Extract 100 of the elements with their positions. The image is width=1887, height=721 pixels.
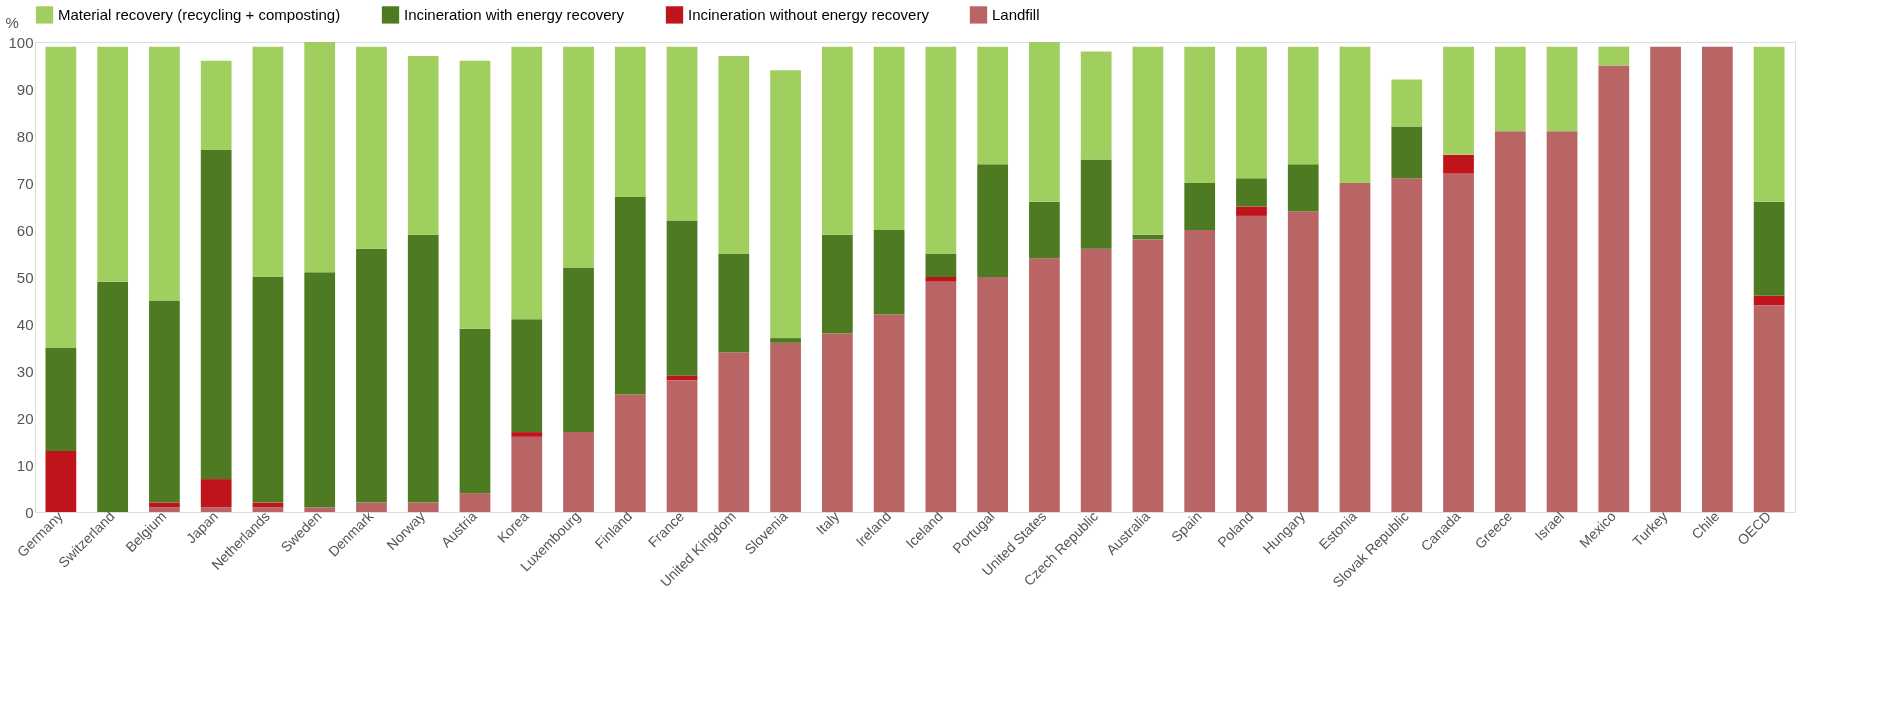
bar — [511, 436, 543, 512]
bar — [718, 56, 750, 254]
bar — [1494, 46, 1526, 132]
bar — [666, 380, 698, 512]
bar — [1236, 46, 1267, 179]
bar — [1029, 42, 1060, 202]
legend-label: Landfill — [992, 5, 1040, 23]
bar — [97, 46, 129, 282]
x-tick-label: Italy — [812, 508, 843, 538]
bar — [45, 347, 77, 451]
bar — [149, 507, 180, 512]
y-tick-label: 30 — [16, 362, 34, 380]
y-tick-label: 90 — [16, 80, 34, 98]
bar — [304, 272, 336, 508]
bar — [925, 253, 957, 277]
bar — [873, 46, 905, 230]
bar — [1546, 131, 1578, 512]
y-tick-label: 80 — [16, 127, 34, 145]
bar — [252, 46, 284, 277]
bar — [356, 502, 387, 512]
y-tick-label: 50 — [16, 268, 34, 286]
bar — [459, 493, 491, 512]
bar — [770, 70, 801, 339]
bar — [45, 450, 77, 512]
bar — [459, 60, 491, 329]
legend-label: Material recovery (recycling + composting) — [58, 5, 341, 23]
legend-label: Incineration without energy recovery — [688, 5, 930, 23]
bar — [977, 46, 1009, 165]
bar — [1598, 65, 1630, 512]
bar — [563, 46, 594, 268]
bar — [304, 507, 336, 512]
bar — [1236, 206, 1267, 216]
bar — [1339, 183, 1371, 512]
bar — [821, 46, 853, 235]
bar — [149, 300, 180, 503]
bar — [1753, 295, 1785, 306]
y-tick-label: 20 — [16, 409, 34, 427]
bar — [925, 46, 957, 254]
bar — [1650, 46, 1681, 512]
bar — [770, 338, 801, 343]
y-tick-label: 100 — [8, 33, 34, 51]
bar — [1029, 258, 1060, 512]
bar — [1287, 211, 1319, 512]
bar — [718, 352, 750, 512]
bar — [356, 248, 387, 503]
bar — [1391, 126, 1423, 179]
bar — [200, 479, 232, 508]
y-axis-title: % — [5, 13, 19, 31]
bar — [563, 267, 594, 433]
bar — [1494, 131, 1526, 512]
bar — [1287, 46, 1319, 165]
bar — [614, 394, 646, 512]
bar — [977, 164, 1009, 277]
bar — [200, 60, 232, 151]
bar — [45, 46, 77, 348]
bar — [511, 319, 543, 433]
bar — [563, 432, 594, 512]
bar — [1753, 201, 1785, 296]
bar — [873, 314, 905, 512]
bar — [511, 432, 543, 437]
bar — [407, 56, 439, 235]
bar — [1391, 79, 1423, 127]
bar — [511, 46, 543, 320]
bar — [304, 42, 336, 273]
bar — [1753, 46, 1785, 202]
y-tick-label: 40 — [16, 315, 34, 333]
bar — [1236, 178, 1267, 207]
bar — [666, 220, 698, 376]
bar — [356, 46, 387, 249]
bar — [614, 197, 646, 395]
bar — [1029, 201, 1060, 259]
bar — [770, 342, 801, 512]
bar — [1080, 248, 1112, 512]
y-tick-label: 60 — [16, 221, 34, 239]
bar — [149, 46, 180, 301]
bar — [459, 328, 491, 494]
bar — [407, 502, 439, 512]
bar — [1546, 46, 1578, 132]
bar — [200, 507, 232, 512]
y-tick-label: 70 — [16, 174, 34, 192]
bar — [1598, 46, 1630, 66]
bar — [407, 234, 439, 503]
legend-label: Incineration with energy recovery — [404, 5, 625, 23]
bar — [821, 333, 853, 512]
bar — [925, 277, 957, 282]
y-tick-label: 10 — [16, 456, 34, 474]
bar — [1132, 46, 1164, 235]
bar — [1287, 164, 1319, 212]
bar — [666, 46, 698, 221]
bar — [252, 277, 284, 503]
bar — [1184, 230, 1216, 512]
bar — [252, 507, 284, 512]
bar — [821, 234, 853, 334]
bar — [1701, 46, 1733, 512]
bar — [1080, 51, 1112, 160]
bar — [97, 281, 129, 512]
bar — [200, 150, 232, 480]
bar — [873, 230, 905, 315]
bar — [718, 253, 750, 353]
bar — [1132, 239, 1164, 512]
